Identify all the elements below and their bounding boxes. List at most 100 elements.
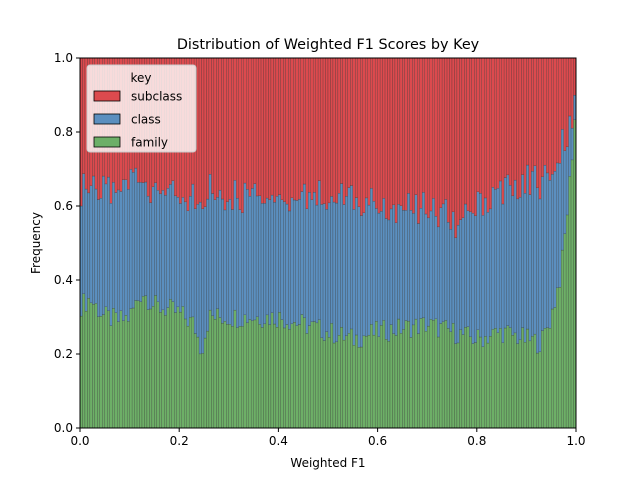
bar-class — [322, 203, 326, 341]
bar-subclass — [248, 57, 252, 197]
bar-class — [546, 172, 549, 328]
bar-class — [174, 195, 177, 313]
x-axis-label: Weighted F1 — [290, 456, 365, 470]
bar-class — [531, 171, 534, 337]
legend-swatch-subclass — [93, 90, 121, 102]
bar-class — [273, 202, 277, 325]
bar-class — [89, 185, 93, 303]
bar-family — [424, 331, 428, 429]
bar-class — [298, 199, 301, 325]
bar-subclass — [459, 57, 463, 220]
bar-class — [99, 198, 103, 317]
bar-family — [278, 312, 282, 429]
bar-class — [193, 208, 197, 334]
bar-class — [481, 215, 485, 347]
bar-subclass — [208, 57, 212, 175]
bar-family — [513, 332, 517, 429]
bar-class — [258, 195, 262, 325]
bar-class — [407, 193, 410, 322]
bar-subclass — [365, 57, 368, 199]
bar-subclass — [476, 57, 480, 192]
bar-family — [407, 320, 410, 429]
bar-family — [126, 321, 130, 429]
bar-class — [444, 199, 448, 321]
bar-class — [270, 194, 274, 313]
bar-family — [134, 300, 138, 429]
bar-family — [114, 312, 118, 429]
bar-subclass — [456, 57, 460, 226]
bar-class — [533, 165, 537, 335]
bar-family — [308, 325, 311, 429]
bar-family — [330, 323, 334, 429]
bar-family — [516, 343, 520, 429]
bar-class — [122, 179, 125, 321]
bar-class — [570, 127, 574, 161]
bar-class — [196, 204, 200, 338]
bar-family — [394, 335, 398, 429]
bar-class — [434, 215, 438, 319]
bar-class — [184, 201, 187, 320]
bar-class — [513, 179, 517, 334]
bar-family — [238, 326, 242, 429]
bar-class — [360, 215, 363, 348]
bar-subclass — [528, 57, 532, 195]
bar-subclass — [317, 57, 321, 181]
bar-subclass — [414, 57, 418, 195]
bar-class — [300, 191, 304, 315]
bar-subclass — [253, 57, 257, 184]
bar-class — [102, 175, 105, 315]
bar-class — [87, 192, 91, 299]
y-tick-label: 0.4 — [54, 273, 73, 287]
bar-class — [221, 198, 224, 324]
bar-family — [347, 333, 351, 429]
bar-class — [176, 197, 180, 308]
bar-family — [382, 320, 386, 429]
bar-class — [543, 164, 547, 329]
bar-family — [476, 329, 480, 429]
bar-family — [553, 307, 557, 429]
bar-family — [461, 334, 465, 429]
bar-family — [129, 308, 133, 429]
bar-family — [97, 316, 100, 429]
bar-family — [538, 351, 542, 429]
bar-subclass — [427, 57, 430, 219]
bar-family — [342, 339, 346, 429]
bar-subclass — [412, 57, 415, 214]
bar-subclass — [310, 57, 314, 200]
bar-family — [174, 312, 177, 429]
y-tick-label: 0.6 — [54, 199, 73, 213]
bar-subclass — [360, 57, 363, 216]
bar-subclass — [362, 57, 366, 213]
bar-class — [399, 205, 403, 334]
bar-subclass — [551, 57, 554, 175]
bar-class — [382, 198, 386, 321]
bar-subclass — [206, 57, 210, 200]
bar-subclass — [439, 57, 443, 208]
bar-subclass — [384, 57, 388, 219]
bar-family — [340, 327, 344, 429]
bar-class — [335, 202, 339, 342]
bar-class — [474, 215, 477, 343]
bar-class — [526, 164, 530, 330]
bar-subclass — [303, 57, 306, 185]
bar-subclass — [325, 57, 329, 210]
bar-family — [283, 327, 286, 429]
bar-subclass — [565, 57, 569, 147]
bar-family — [82, 293, 86, 429]
bar-subclass — [471, 57, 475, 214]
bar-family — [305, 333, 309, 429]
legend-title: key — [130, 71, 151, 85]
bar-subclass — [283, 57, 286, 202]
bar-class — [345, 196, 348, 336]
bar-class — [560, 129, 564, 251]
chart-title: Distribution of Weighted F1 Scores by Ke… — [177, 37, 480, 53]
bar-class — [568, 115, 572, 177]
bar-family — [546, 327, 549, 429]
bar-family — [563, 233, 567, 429]
bar-family — [243, 314, 247, 429]
bar-family — [523, 342, 527, 429]
bar-family — [456, 342, 460, 429]
bar-family — [288, 329, 291, 429]
bar-family — [422, 317, 425, 429]
bar-class — [389, 208, 393, 325]
